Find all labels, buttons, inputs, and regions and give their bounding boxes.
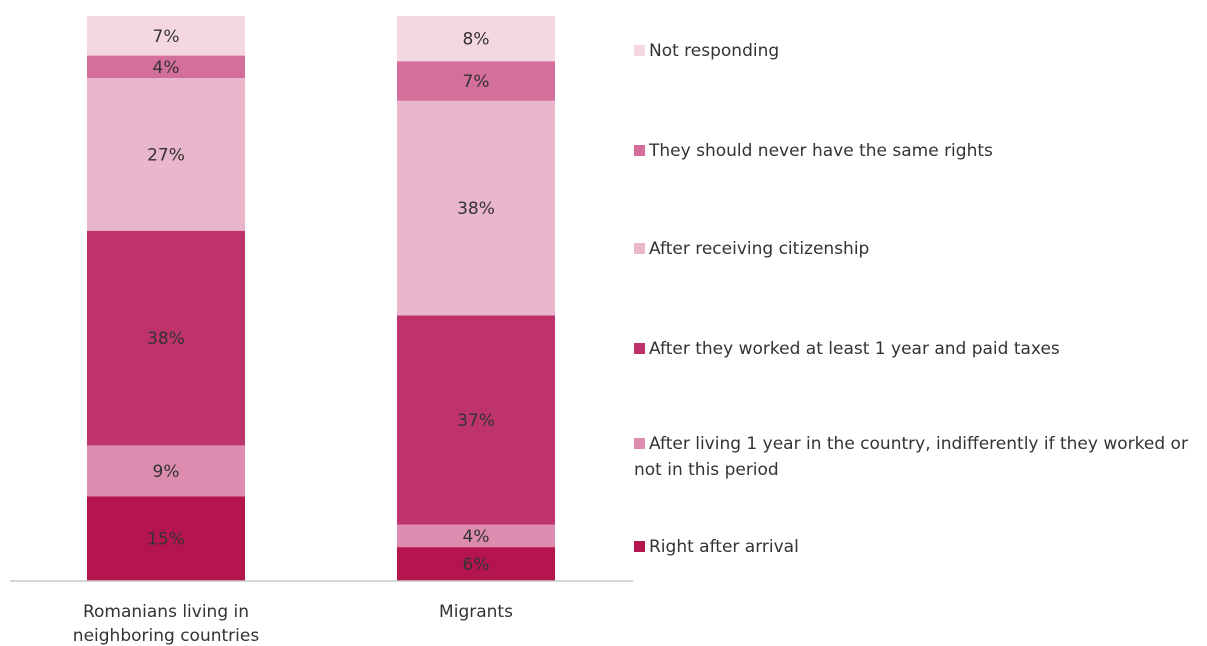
x-tick-label: Romanians living in neighboring countries [73, 602, 260, 646]
bar-segment [87, 55, 245, 79]
legend-swatch [634, 45, 645, 56]
legend-item: Not responding [634, 38, 1204, 64]
legend-swatch [634, 541, 645, 552]
legend-swatch [634, 343, 645, 354]
data-label: 6% [463, 555, 490, 575]
legend-swatch [634, 243, 645, 254]
data-label: 8% [463, 30, 490, 50]
data-label: 27% [147, 145, 185, 165]
legend-item: After receiving citizenship [634, 236, 1204, 262]
data-label: 4% [463, 527, 490, 547]
legend-swatch [634, 438, 645, 449]
legend-item: Right after arrival [634, 534, 1204, 560]
bar-segment [397, 16, 555, 62]
legend-label: After they worked at least 1 year and pa… [649, 339, 1060, 359]
data-label: 37% [457, 411, 495, 431]
bar-segment [87, 16, 245, 56]
data-label: 7% [153, 27, 180, 47]
data-label: 7% [463, 72, 490, 92]
bars-group: 15% 9% 38% 27% 4% 7% 6% 4% 37% 38% 7% 8% [87, 16, 555, 581]
x-tick-label: Migrants [439, 602, 513, 622]
legend-item: They should never have the same rights [634, 138, 1204, 164]
bar-segment [397, 315, 555, 525]
bar-segment [87, 230, 245, 446]
legend-label: After living 1 year in the country, indi… [634, 434, 1188, 480]
data-label: 38% [147, 329, 185, 349]
legend-label: Right after arrival [649, 537, 799, 557]
legend-swatch [634, 145, 645, 156]
bar-segment [397, 100, 555, 316]
data-label: 38% [457, 199, 495, 219]
legend-label: After receiving citizenship [649, 239, 870, 259]
x-axis-labels: Romanians living in neighboring countries… [73, 602, 513, 646]
bar-segment [87, 496, 245, 581]
bar-segment [397, 547, 555, 581]
bar-segment [397, 61, 555, 101]
data-label: 9% [153, 462, 180, 482]
legend-label: They should never have the same rights [649, 141, 993, 161]
bar-segment [87, 78, 245, 231]
legend-item: After living 1 year in the country, indi… [634, 431, 1204, 483]
legend-label: Not responding [649, 41, 780, 61]
legend: Not responding They should never have the… [634, 0, 1204, 646]
data-label: 4% [153, 58, 180, 78]
stacked-bar-chart: 15% 9% 38% 27% 4% 7% 6% 4% 37% 38% 7% 8% Romanians … [10, 16, 633, 646]
legend-item: After they worked at least 1 year and pa… [634, 336, 1204, 362]
bar-segment [397, 524, 555, 548]
bar-segment [87, 445, 245, 497]
data-label: 15% [147, 530, 185, 550]
